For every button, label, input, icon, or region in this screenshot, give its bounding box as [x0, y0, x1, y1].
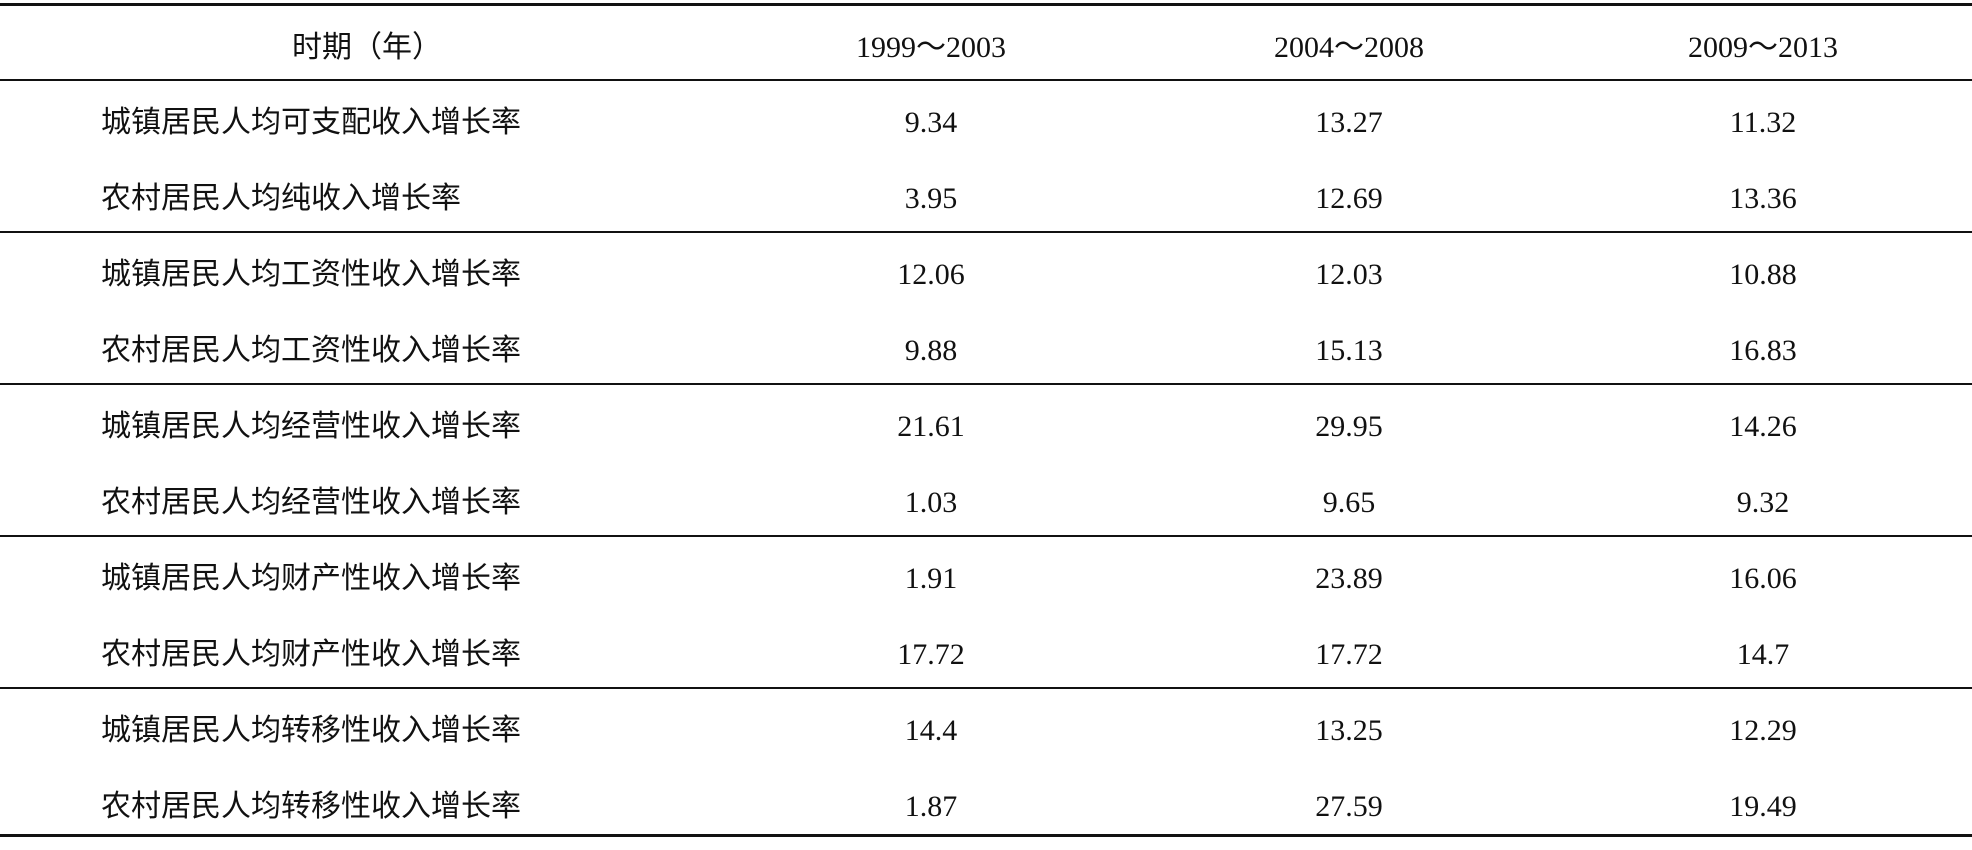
value-cell: 13.25: [1315, 714, 1383, 747]
rule: [0, 686, 1972, 689]
row-label: 城镇居民人均财产性收入增长率: [101, 562, 521, 595]
value-cell: 16.83: [1729, 333, 1797, 367]
header-cell: 2004～2008: [1274, 31, 1424, 64]
value-cell: 12.06: [897, 258, 965, 291]
value-cell: 17.72: [897, 637, 965, 671]
value-cell: 17.72: [1315, 637, 1383, 671]
value-cell: 1.87: [904, 789, 958, 823]
value-cell: 15.13: [1315, 333, 1383, 367]
row-label: 城镇居民人均转移性收入增长率: [101, 714, 521, 747]
value-cell: 14.4: [904, 714, 958, 747]
rule: [0, 534, 1972, 537]
value-cell: 1.91: [904, 562, 958, 595]
value-cell: 27.59: [1315, 789, 1383, 823]
value-cell: 19.49: [1729, 789, 1797, 823]
value-cell: 9.65: [1322, 485, 1376, 519]
row-label: 农村居民人均财产性收入增长率: [101, 637, 521, 671]
value-cell: 1.03: [904, 485, 958, 519]
value-cell: 10.88: [1729, 258, 1797, 291]
rule: [0, 833, 1972, 837]
row-label: 城镇居民人均经营性收入增长率: [101, 410, 521, 443]
row-label: 农村居民人均转移性收入增长率: [101, 789, 521, 823]
value-cell: 21.61: [897, 410, 965, 443]
rule: [0, 230, 1972, 233]
value-cell: 14.26: [1729, 410, 1797, 443]
rule: [0, 2, 1972, 6]
header-cell: 2009～2013: [1688, 31, 1838, 64]
value-cell: 9.88: [904, 333, 958, 367]
value-cell: 9.34: [904, 106, 958, 139]
value-cell: 13.36: [1729, 181, 1797, 215]
rule: [0, 382, 1972, 385]
value-cell: 11.32: [1729, 106, 1797, 139]
row-label: 城镇居民人均工资性收入增长率: [101, 258, 521, 291]
header-cell: 时期（年）: [292, 31, 442, 64]
row-label: 农村居民人均工资性收入增长率: [101, 333, 521, 367]
value-cell: 12.69: [1315, 181, 1383, 215]
value-cell: 13.27: [1315, 106, 1383, 139]
value-cell: 12.03: [1315, 258, 1383, 291]
header-cell: 1999～2003: [856, 31, 1006, 64]
row-label: 城镇居民人均可支配收入增长率: [101, 106, 521, 139]
rule: [0, 79, 1972, 81]
value-cell: 12.29: [1729, 714, 1797, 747]
row-label: 农村居民人均经营性收入增长率: [101, 485, 521, 519]
row-label: 农村居民人均纯收入增长率: [101, 181, 461, 215]
value-cell: 9.32: [1736, 485, 1790, 519]
value-cell: 16.06: [1729, 562, 1797, 595]
value-cell: 29.95: [1315, 410, 1383, 443]
value-cell: 14.7: [1736, 637, 1790, 671]
value-cell: 3.95: [904, 181, 958, 215]
value-cell: 23.89: [1315, 562, 1383, 595]
